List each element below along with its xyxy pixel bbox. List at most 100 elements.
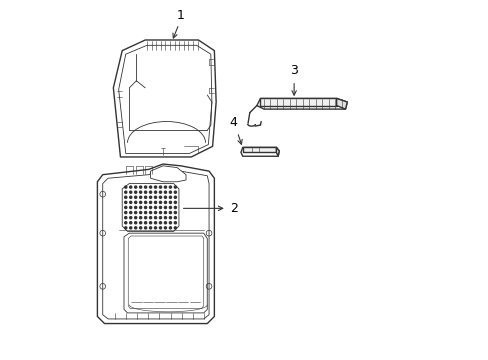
Circle shape bbox=[134, 217, 137, 219]
Circle shape bbox=[144, 217, 146, 219]
Circle shape bbox=[154, 206, 156, 208]
Polygon shape bbox=[336, 99, 346, 109]
Polygon shape bbox=[260, 99, 336, 105]
Circle shape bbox=[144, 191, 146, 193]
Circle shape bbox=[134, 227, 137, 229]
Polygon shape bbox=[276, 147, 279, 156]
Circle shape bbox=[124, 186, 126, 188]
Circle shape bbox=[129, 196, 132, 198]
Circle shape bbox=[149, 217, 151, 219]
Polygon shape bbox=[256, 99, 346, 109]
Circle shape bbox=[169, 206, 171, 208]
Circle shape bbox=[134, 186, 137, 188]
Circle shape bbox=[134, 201, 137, 203]
Circle shape bbox=[129, 206, 132, 208]
Circle shape bbox=[159, 222, 161, 224]
Circle shape bbox=[144, 206, 146, 208]
Circle shape bbox=[124, 206, 126, 208]
Circle shape bbox=[124, 196, 126, 198]
Polygon shape bbox=[122, 184, 179, 231]
Circle shape bbox=[164, 206, 166, 208]
Circle shape bbox=[129, 212, 132, 213]
Circle shape bbox=[169, 196, 171, 198]
Circle shape bbox=[169, 186, 171, 188]
Circle shape bbox=[124, 222, 126, 224]
Circle shape bbox=[169, 222, 171, 224]
Circle shape bbox=[174, 217, 176, 219]
Text: 2: 2 bbox=[230, 202, 238, 215]
Circle shape bbox=[174, 206, 176, 208]
Circle shape bbox=[174, 201, 176, 203]
Circle shape bbox=[139, 217, 142, 219]
Circle shape bbox=[149, 222, 151, 224]
Circle shape bbox=[149, 196, 151, 198]
Circle shape bbox=[164, 217, 166, 219]
Circle shape bbox=[144, 196, 146, 198]
Circle shape bbox=[174, 186, 176, 188]
Circle shape bbox=[164, 191, 166, 193]
Circle shape bbox=[159, 217, 161, 219]
Circle shape bbox=[129, 201, 132, 203]
Text: 4: 4 bbox=[229, 116, 237, 129]
Circle shape bbox=[129, 186, 132, 188]
Circle shape bbox=[139, 191, 142, 193]
Circle shape bbox=[164, 201, 166, 203]
Polygon shape bbox=[242, 147, 276, 152]
Circle shape bbox=[139, 186, 142, 188]
Circle shape bbox=[134, 196, 137, 198]
Circle shape bbox=[149, 212, 151, 213]
Circle shape bbox=[134, 222, 137, 224]
Circle shape bbox=[159, 212, 161, 213]
Circle shape bbox=[169, 227, 171, 229]
Circle shape bbox=[174, 191, 176, 193]
Circle shape bbox=[134, 191, 137, 193]
Circle shape bbox=[124, 201, 126, 203]
Circle shape bbox=[149, 191, 151, 193]
Circle shape bbox=[169, 217, 171, 219]
Circle shape bbox=[129, 222, 132, 224]
Circle shape bbox=[134, 212, 137, 213]
Circle shape bbox=[164, 186, 166, 188]
Circle shape bbox=[129, 217, 132, 219]
Circle shape bbox=[159, 227, 161, 229]
Circle shape bbox=[144, 227, 146, 229]
Circle shape bbox=[174, 222, 176, 224]
Circle shape bbox=[134, 206, 137, 208]
Circle shape bbox=[124, 191, 126, 193]
Circle shape bbox=[144, 186, 146, 188]
Text: 1: 1 bbox=[176, 9, 184, 22]
Polygon shape bbox=[241, 147, 279, 156]
Circle shape bbox=[169, 212, 171, 213]
Circle shape bbox=[149, 186, 151, 188]
Circle shape bbox=[149, 206, 151, 208]
Circle shape bbox=[159, 196, 161, 198]
Circle shape bbox=[164, 212, 166, 213]
Circle shape bbox=[154, 227, 156, 229]
Circle shape bbox=[159, 191, 161, 193]
Circle shape bbox=[149, 201, 151, 203]
Circle shape bbox=[144, 212, 146, 213]
Polygon shape bbox=[97, 164, 214, 324]
Circle shape bbox=[124, 212, 126, 213]
Circle shape bbox=[149, 227, 151, 229]
Circle shape bbox=[154, 201, 156, 203]
Circle shape bbox=[129, 227, 132, 229]
Circle shape bbox=[139, 227, 142, 229]
Circle shape bbox=[159, 201, 161, 203]
Circle shape bbox=[154, 191, 156, 193]
Circle shape bbox=[124, 227, 126, 229]
Circle shape bbox=[154, 196, 156, 198]
Circle shape bbox=[154, 186, 156, 188]
Circle shape bbox=[159, 186, 161, 188]
Circle shape bbox=[144, 201, 146, 203]
Circle shape bbox=[159, 206, 161, 208]
Circle shape bbox=[139, 201, 142, 203]
Circle shape bbox=[154, 212, 156, 213]
Circle shape bbox=[139, 196, 142, 198]
Circle shape bbox=[174, 227, 176, 229]
Circle shape bbox=[174, 196, 176, 198]
Circle shape bbox=[169, 191, 171, 193]
Circle shape bbox=[139, 206, 142, 208]
Polygon shape bbox=[113, 40, 216, 157]
Circle shape bbox=[129, 191, 132, 193]
